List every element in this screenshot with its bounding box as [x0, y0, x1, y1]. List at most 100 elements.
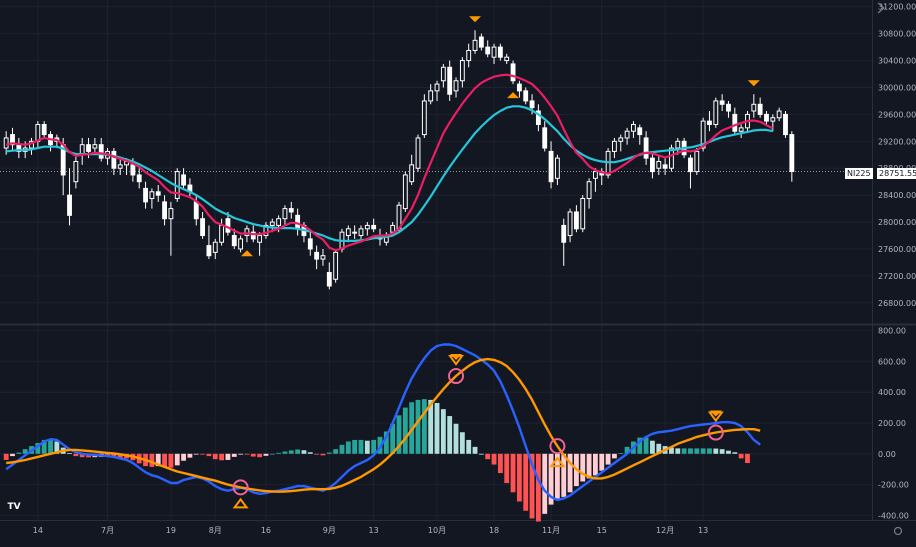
time-axis-label: 12月 [656, 526, 674, 535]
candle-body [225, 218, 231, 233]
macd-histogram-bar [605, 453, 611, 465]
macd-histogram-bar [580, 453, 586, 482]
macd-histogram-bar [466, 439, 472, 454]
candle-body [41, 123, 47, 136]
macd-histogram-bar [542, 453, 548, 514]
macd-axis-label: 600.00 [878, 357, 906, 366]
candle-body [491, 46, 497, 58]
macd-histogram-bar [111, 453, 117, 458]
candle-body [155, 191, 161, 196]
macd-histogram-bar [472, 446, 478, 454]
candle-body [751, 103, 757, 112]
candle-body [567, 211, 573, 237]
price-axis-label: 27600.00 [878, 245, 916, 254]
time-axis-label: 15 [597, 526, 607, 535]
candle-body [200, 218, 206, 237]
macd-histogram-bar [567, 453, 573, 493]
candle-body [314, 251, 320, 260]
macd-histogram-bar [149, 453, 155, 467]
time-axis-label: 10月 [428, 526, 446, 535]
macd-histogram-bar [497, 453, 503, 474]
macd-histogram-bar [282, 451, 288, 454]
candle-body [497, 46, 503, 58]
price-axis-label: 30800.00 [878, 30, 916, 39]
tradingview-logo[interactable]: TV [7, 502, 21, 512]
candle-body [700, 120, 706, 149]
symbol-tag: NI225 [845, 168, 873, 179]
candle-body [111, 150, 117, 169]
macd-axis-label: 800.00 [878, 327, 906, 336]
candle-body [586, 181, 592, 200]
candle-body [390, 224, 396, 233]
candle-body [257, 235, 263, 243]
candle-body [333, 251, 339, 280]
macd-histogram-bar [174, 453, 180, 466]
candle-body [35, 123, 41, 142]
price-axis-label: 27200.00 [878, 272, 916, 281]
macd-histogram-bar [453, 423, 459, 454]
macd-histogram-bar [669, 447, 674, 454]
macd-histogram-bar [117, 453, 123, 458]
candle-body [295, 214, 301, 230]
macd-histogram-bar [713, 448, 719, 454]
macd-histogram-bar [732, 452, 738, 454]
candle-body [320, 255, 326, 260]
candle-body [776, 110, 782, 119]
macd-histogram-bar [478, 453, 484, 455]
settings-gear-icon[interactable] [893, 526, 903, 536]
candle-body [250, 231, 256, 240]
signal-line [6, 357, 761, 493]
time-axis-label: 16 [261, 526, 271, 535]
fast-moving-average-line [5, 73, 774, 252]
candle-body [440, 66, 446, 82]
macd-histogram-bar [726, 450, 731, 454]
candle-body [688, 157, 693, 173]
candle-body [713, 100, 719, 125]
macd-histogram-bar [257, 453, 263, 458]
macd-axis-label: -400.00 [878, 511, 909, 520]
candle-body [10, 134, 15, 146]
candle-body [770, 117, 776, 122]
candle-body [219, 224, 225, 243]
candle-body [631, 123, 636, 132]
macd-histogram-bar [447, 416, 453, 454]
macd-histogram-bar [212, 453, 218, 460]
candle-body [231, 235, 237, 247]
candle-body [162, 201, 167, 220]
macd-histogram-bar [719, 449, 725, 454]
candle-body [73, 161, 79, 183]
macd-histogram-bar [561, 453, 567, 497]
macd-histogram-bar [231, 453, 237, 457]
macd-axis-label: 200.00 [878, 419, 906, 428]
candle-body [573, 211, 579, 230]
macd-histogram-bar [244, 453, 250, 455]
candle-body [244, 228, 250, 237]
candle-body [542, 127, 548, 149]
candle-body [206, 245, 212, 257]
macd-histogram-bar [10, 453, 15, 457]
macd-histogram-bar [504, 453, 510, 484]
macd-histogram-bar [523, 453, 529, 511]
candle-body [326, 272, 332, 287]
candle-body [428, 90, 434, 102]
candle-body [529, 100, 535, 109]
candle-body [516, 83, 522, 92]
candle-body [86, 144, 91, 152]
macd-histogram-bar [485, 453, 491, 460]
candle-body [612, 140, 617, 152]
sell-signal-marker [469, 16, 482, 23]
macd-histogram-bar [371, 439, 377, 454]
candle-body [130, 164, 136, 176]
candle-body [523, 90, 529, 102]
candle-body [212, 241, 218, 253]
macd-histogram-bar [707, 448, 712, 454]
macd-histogram-bar [22, 449, 28, 454]
candle-body [554, 157, 560, 179]
macd-histogram-bar [681, 448, 687, 454]
macd-histogram-bar [225, 453, 231, 460]
candle-body [675, 140, 681, 149]
macd-histogram-bar [637, 437, 643, 454]
price-axis-label: 28400.00 [878, 191, 916, 200]
